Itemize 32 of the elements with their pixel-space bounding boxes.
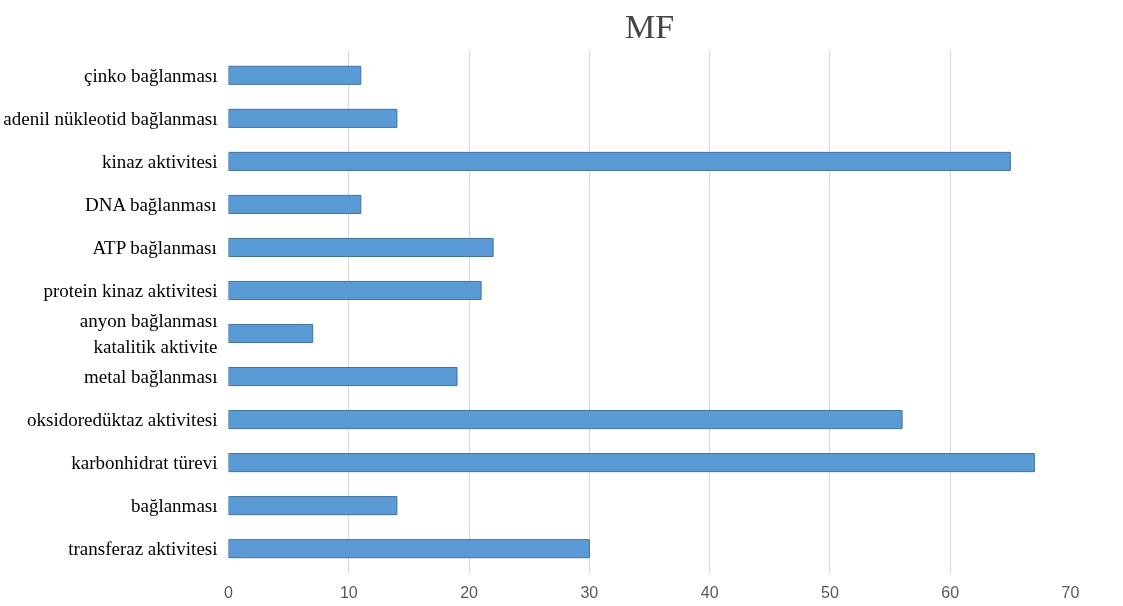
y-tick-label: transferaz aktivitesi <box>68 538 218 560</box>
y-tick-label: bağlanması <box>130 495 218 517</box>
bar <box>228 280 482 301</box>
y-tick-label: oksidoredüktaz aktivitesi <box>27 409 218 431</box>
y-tick-label: çinko bağlanması <box>84 64 218 86</box>
y-tick-label: metal bağlanması <box>84 366 218 388</box>
y-tick-label: karbonhidrat türevi <box>71 452 218 474</box>
bar <box>228 539 590 559</box>
x-tick-label: 60 <box>941 583 960 601</box>
bar <box>228 453 1035 473</box>
bar <box>228 496 398 516</box>
x-tick-label: 30 <box>580 583 599 601</box>
chart-title: MF <box>624 7 675 45</box>
x-tick-label: 70 <box>1061 583 1080 601</box>
y-tick-label: adenil nükleotid bağlanması <box>3 107 218 129</box>
y-tick-label: DNA bağlanması <box>85 193 217 215</box>
x-tick-label: 0 <box>224 583 234 601</box>
x-tick-label: 10 <box>339 583 358 601</box>
x-tick-label: 50 <box>821 583 839 601</box>
bar <box>228 151 1011 171</box>
bar <box>228 323 314 344</box>
y-tick-label: protein kinaz aktivitesi <box>43 279 218 301</box>
bar <box>228 108 398 128</box>
x-tick-label: 20 <box>460 583 479 601</box>
x-tick-label: 40 <box>700 583 719 601</box>
bar <box>228 194 362 214</box>
bar <box>228 367 458 387</box>
bar <box>228 237 494 257</box>
bar <box>228 410 903 430</box>
y-tick-label: ATP bağlanması <box>92 236 217 258</box>
y-tick-label: kinaz aktivitesi <box>101 150 218 172</box>
bar <box>228 65 362 85</box>
